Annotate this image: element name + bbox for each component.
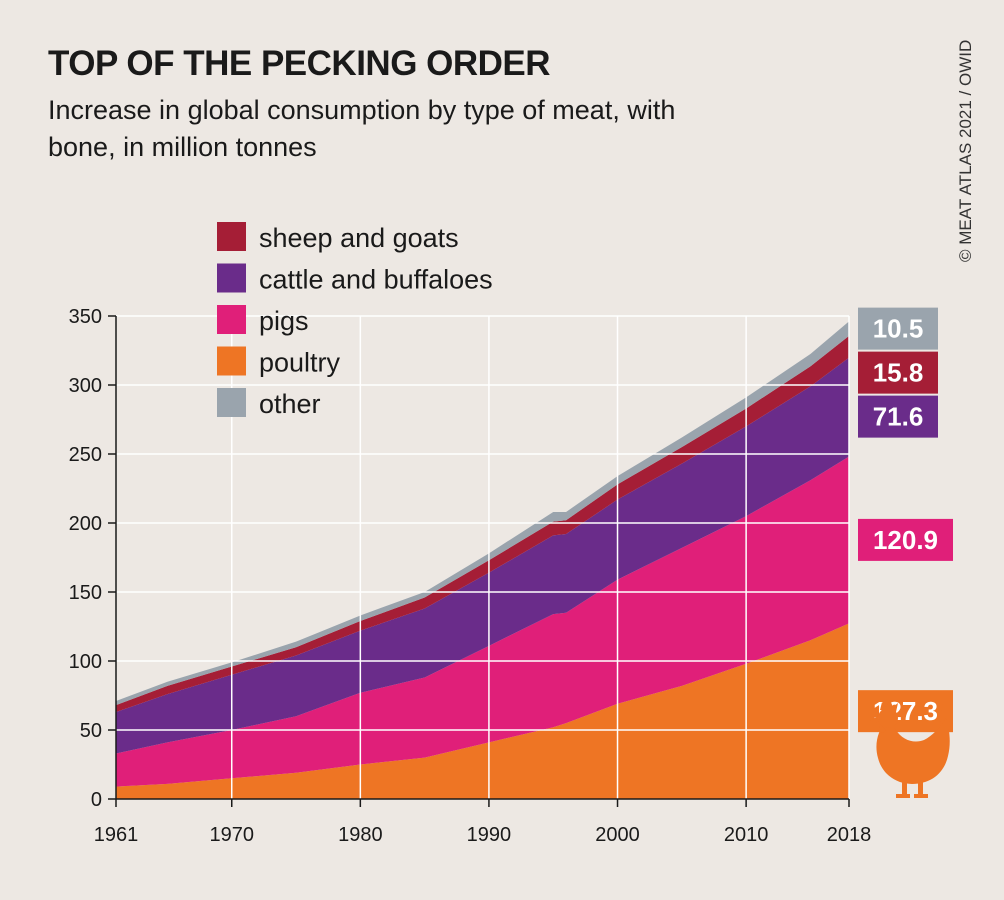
end-label-box bbox=[858, 690, 953, 733]
end-label-box bbox=[858, 351, 938, 394]
y-tick-label: 150 bbox=[69, 582, 102, 604]
legend-swatch bbox=[217, 346, 246, 376]
legend-label: poultry bbox=[259, 348, 341, 378]
chicken-beak bbox=[870, 716, 879, 723]
y-tick-label: 0 bbox=[91, 789, 102, 811]
chicken-leg bbox=[902, 782, 907, 796]
legend-label: other bbox=[259, 389, 321, 419]
area-pigs bbox=[116, 456, 849, 787]
chicken-foot bbox=[896, 794, 910, 798]
area-poultry bbox=[116, 623, 849, 799]
x-tick-label: 1970 bbox=[209, 824, 254, 846]
legend-label: pigs bbox=[259, 306, 309, 336]
y-tick-label: 350 bbox=[69, 306, 102, 328]
legend-swatch bbox=[217, 263, 246, 293]
legend-swatch bbox=[217, 222, 246, 251]
end-label-box bbox=[858, 518, 953, 561]
x-tick-label: 1990 bbox=[467, 824, 512, 846]
x-tick-label: 1961 bbox=[94, 824, 139, 846]
end-label-box bbox=[858, 307, 938, 350]
legend-swatch bbox=[217, 388, 246, 417]
chicken-tail bbox=[934, 702, 949, 722]
end-label-value: 120.9 bbox=[873, 525, 938, 555]
chicken-comb bbox=[880, 700, 898, 712]
chicken-wattle bbox=[879, 724, 886, 733]
end-label-value: 71.6 bbox=[873, 402, 924, 432]
chicken-head bbox=[878, 708, 898, 728]
chart-subtitle: Increase in global consumption by type o… bbox=[48, 95, 676, 162]
legend: sheep and goats cattle and buffaloes pigs p… bbox=[217, 222, 493, 419]
x-tick-label: 2018 bbox=[827, 824, 872, 846]
x-tick-label: 2000 bbox=[595, 824, 640, 846]
area-layers bbox=[116, 321, 849, 799]
chicken-leg bbox=[918, 782, 923, 796]
legend-label: sheep and goats bbox=[259, 223, 459, 253]
end-label-value: 10.5 bbox=[873, 314, 924, 344]
y-tick-label: 300 bbox=[69, 375, 102, 397]
chicken-foot bbox=[914, 794, 928, 798]
end-label-box bbox=[858, 395, 938, 438]
area-cattle-and-buffaloes bbox=[116, 357, 849, 754]
y-tick-label: 200 bbox=[69, 513, 102, 535]
y-tick-label: 250 bbox=[69, 444, 102, 466]
legend-swatch bbox=[217, 305, 246, 334]
x-tick-label: 2010 bbox=[724, 824, 769, 846]
axes: 0 50 100 150 200 250 300 350 1961 1970 1980 1990 200… bbox=[69, 306, 872, 846]
y-tick-label: 100 bbox=[69, 651, 102, 673]
chicken-icon bbox=[870, 700, 950, 798]
x-tick-label: 1980 bbox=[338, 824, 383, 846]
legend-label: cattle and buffaloes bbox=[259, 265, 493, 295]
grid-lines bbox=[116, 315, 850, 799]
end-label-value: 15.8 bbox=[873, 358, 924, 388]
y-tick-label: 50 bbox=[80, 720, 102, 742]
chicken-body bbox=[876, 718, 950, 784]
chart-title: TOP OF THE PECKING ORDER bbox=[48, 44, 551, 83]
